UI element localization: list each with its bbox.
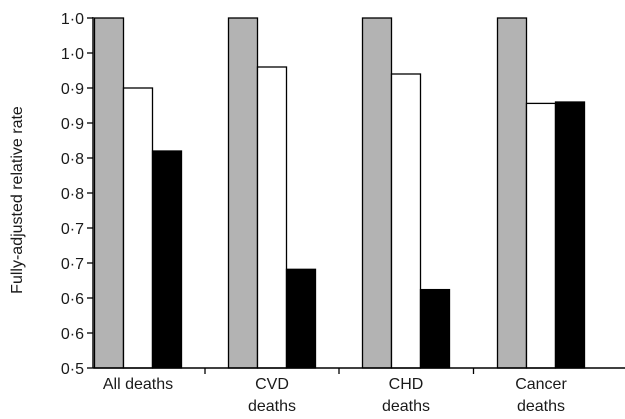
bar-1-series-1 [93,17,125,369]
y-tick-label: 0·6 [61,326,84,343]
bar-3-series-1 [361,17,393,369]
bar-3-series-2 [390,73,422,369]
y-tick-label: 0·8 [61,186,84,203]
bar-2-series-2 [256,66,288,369]
y-tick-label: 0·7 [61,221,84,238]
x-category-label: CHD deaths [382,376,430,415]
y-tick-label: 0·9 [61,81,84,98]
y-tick-label: 0·7 [61,256,84,273]
bar-2-series-3 [285,268,317,369]
y-tick-label: 0·8 [61,151,84,168]
x-category-label: All deaths [103,376,173,393]
y-tick-label: 0·6 [61,291,84,308]
bar-4-series-1 [496,17,528,369]
bar-3-series-3 [419,288,451,369]
bar-4-series-3 [554,101,586,369]
bar-2-series-1 [227,17,259,369]
y-tick-label: 0·5 [61,361,84,378]
y-tick-label: 0·9 [61,116,84,133]
bar-1-series-2 [122,87,154,369]
y-axis-title: Fully-adjusted relative rate [9,106,26,294]
bar-4-series-2 [525,102,557,369]
y-tick-label: 1·0 [61,46,84,63]
bar-1-series-3 [151,150,183,369]
x-category-label: CVD deaths [248,376,296,415]
y-tick-label: 1·0 [61,11,84,28]
x-category-label: Cancer deaths [515,376,567,415]
